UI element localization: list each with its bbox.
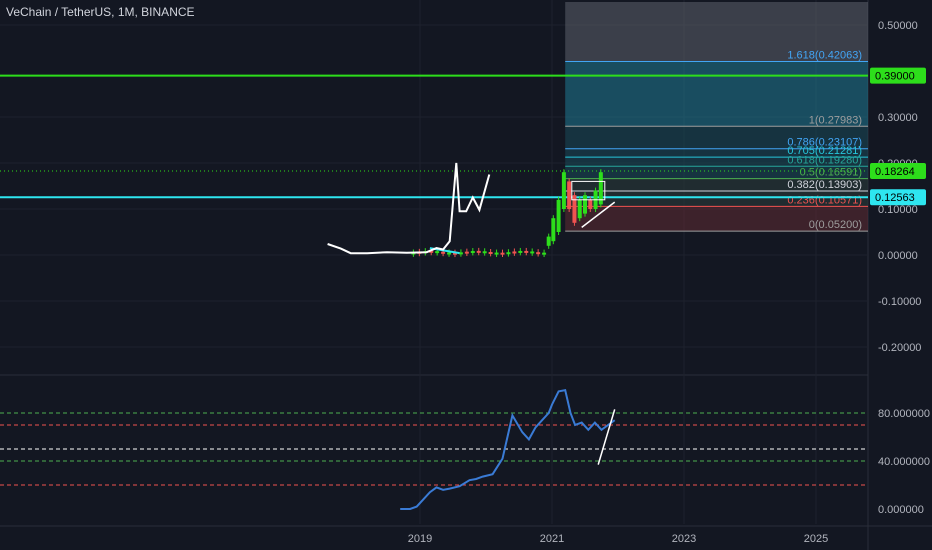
- candle-body: [556, 199, 561, 232]
- fib-zone-top: [565, 1, 868, 62]
- fib-level-label: 1.618(0.42063): [787, 50, 862, 62]
- candle-body: [588, 199, 593, 209]
- candle-body: [476, 250, 481, 253]
- candle-body: [500, 252, 505, 255]
- candle-body: [518, 250, 523, 253]
- candle-body: [551, 218, 556, 242]
- candle-body: [530, 251, 535, 254]
- candle-body: [561, 172, 566, 209]
- consolidation-box: [571, 180, 606, 201]
- axis-layer: 0.500000.300000.200000.100000.00000-0.10…: [408, 20, 930, 545]
- price-axis-badge-label: 0.12563: [875, 192, 915, 204]
- price-axis-badge: [870, 189, 926, 206]
- fib-level-label: 0.618(0.19280): [787, 154, 862, 166]
- rsi-trendline: [597, 409, 616, 465]
- price-tick-label: 0.10000: [878, 204, 918, 216]
- fib-level-label: 0.382(0.13903): [787, 179, 862, 191]
- time-tick-label: 2019: [408, 533, 432, 545]
- fib-level-label: 0.236(0.10571): [787, 194, 862, 206]
- candle-body: [494, 252, 499, 255]
- fib-level-label: 0.705(0.21281): [787, 145, 862, 157]
- price-axis-badge-label: 0.18264: [875, 166, 915, 178]
- candle-body: [470, 251, 475, 254]
- rsi-panel: [0, 389, 868, 510]
- fib-level-label: 0.5(0.16591): [800, 167, 862, 179]
- candle-body: [506, 252, 511, 255]
- candle-body: [512, 251, 517, 254]
- candle-body: [464, 251, 469, 254]
- candle-body: [488, 251, 493, 254]
- time-tick-label: 2023: [672, 533, 696, 545]
- candle-body: [567, 181, 572, 209]
- candle-body: [577, 199, 582, 219]
- rally-trendline: [581, 201, 616, 228]
- time-tick-label: 2021: [540, 533, 564, 545]
- rsi-tick-label: 80.000000: [878, 408, 930, 420]
- candle-body: [458, 252, 463, 255]
- price-tick-label: 0.50000: [878, 20, 918, 32]
- candle-body: [583, 195, 587, 214]
- price-axis-badge-label: 0.39000: [875, 71, 915, 83]
- chart-title: VeChain / TetherUS, 1M, BINANCE: [6, 5, 195, 19]
- rsi-tick-label: 0.000000: [878, 504, 924, 516]
- fib-zone-lower: [565, 206, 868, 232]
- price-tick-label: -0.10000: [878, 296, 921, 308]
- fractal-projection-line: [327, 162, 491, 255]
- fib-level-label: 0.786(0.23107): [787, 137, 862, 149]
- rsi-line: [400, 389, 616, 510]
- price-axis-badge: [870, 162, 926, 179]
- rsi-tick-label: 40.000000: [878, 456, 930, 468]
- time-tick-label: 2025: [804, 533, 828, 545]
- fib-zone-upper: [565, 126, 868, 179]
- fib-zone-mid: [565, 178, 868, 207]
- candle-body: [452, 252, 457, 255]
- price-tick-label: 0.00000: [878, 250, 918, 262]
- fib-level-label: 0(0.05200): [809, 219, 862, 231]
- price-tick-label: -0.20000: [878, 342, 921, 354]
- candle-body: [546, 236, 551, 246]
- candle-body: [542, 252, 547, 255]
- candle-body: [435, 251, 440, 254]
- fib-zone-extension: [565, 61, 868, 127]
- candle-body: [482, 251, 487, 254]
- price-axis-badge: [870, 67, 926, 84]
- candle-body: [536, 252, 541, 255]
- price-tick-label: 0.30000: [878, 112, 918, 124]
- candle-body: [572, 195, 577, 223]
- candle-body: [447, 252, 452, 255]
- candle-body: [598, 172, 603, 205]
- candle-body: [429, 250, 434, 253]
- fibonacci-extension[interactable]: 1.618(0.42063)1(0.27983)0.786(0.23107)0.…: [565, 1, 868, 232]
- fib-level-label: 1(0.27983): [809, 114, 862, 126]
- candle-body: [524, 250, 529, 253]
- candle-body: [441, 251, 446, 254]
- price-series-layer: [0, 74, 868, 258]
